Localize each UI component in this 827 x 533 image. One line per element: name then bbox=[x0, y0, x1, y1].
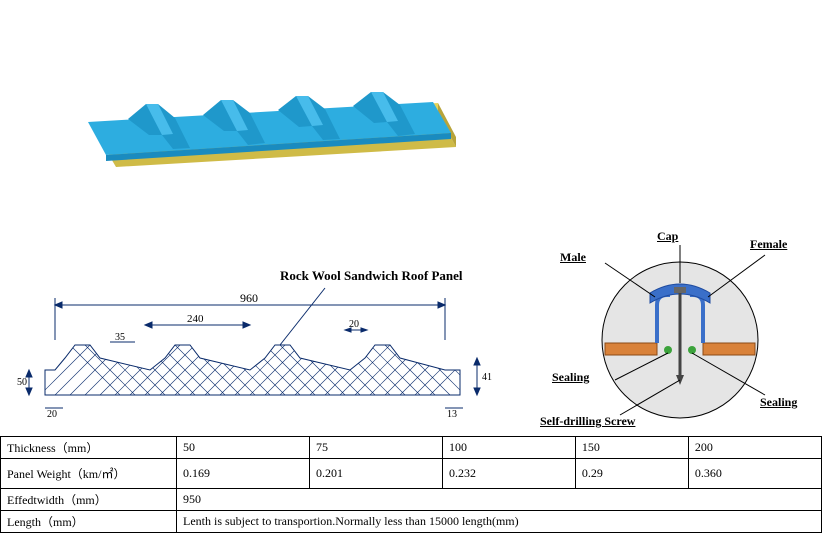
tech-cross-section: 960 240 20 35 50 41 20 13 bbox=[15, 280, 515, 420]
dim-thickness: 50 bbox=[17, 377, 27, 388]
dim-flange-r: 13 bbox=[447, 409, 457, 420]
panel-3d-svg bbox=[78, 55, 458, 175]
td: 150 bbox=[575, 437, 688, 459]
td-span: 950 bbox=[177, 489, 822, 511]
td: 0.169 bbox=[177, 459, 310, 489]
lbl-female: Female bbox=[750, 237, 787, 252]
lbl-male: Male bbox=[560, 250, 586, 265]
lbl-sealing1: Sealing bbox=[552, 370, 589, 385]
td: 0.201 bbox=[309, 459, 442, 489]
td: 50 bbox=[177, 437, 310, 459]
table-row: Thickness（mm） 50 75 100 150 200 bbox=[1, 437, 822, 459]
th-weight: Panel Weight（km/㎡） bbox=[1, 459, 177, 489]
td: 0.232 bbox=[442, 459, 575, 489]
panel-left bbox=[605, 343, 657, 355]
td: 75 bbox=[309, 437, 442, 459]
dim-flange-l: 20 bbox=[47, 409, 57, 420]
table-row: Effedtwidth（mm） 950 bbox=[1, 489, 822, 511]
sealing-right bbox=[688, 346, 696, 354]
td: 200 bbox=[688, 437, 821, 459]
dim-slope: 35 bbox=[115, 332, 125, 343]
dim-spacing: 240 bbox=[187, 313, 204, 325]
td: 100 bbox=[442, 437, 575, 459]
screw-head bbox=[674, 287, 686, 293]
tech-svg: 960 240 20 35 50 41 20 13 bbox=[15, 280, 515, 420]
th-thickness: Thickness（mm） bbox=[1, 437, 177, 459]
dim-overall: 960 bbox=[240, 291, 258, 305]
panel-3d-illustration bbox=[78, 55, 458, 175]
spec-table: Thickness（mm） 50 75 100 150 200 Panel We… bbox=[0, 436, 822, 533]
dim-height: 41 bbox=[482, 372, 492, 383]
table-row: Panel Weight（km/㎡） 0.169 0.201 0.232 0.2… bbox=[1, 459, 822, 489]
lbl-screw: Self-drilling Screw bbox=[540, 414, 635, 429]
td: 0.29 bbox=[575, 459, 688, 489]
lbl-cap: Cap bbox=[657, 229, 678, 244]
th-effwidth: Effedtwidth（mm） bbox=[1, 489, 177, 511]
td: 0.360 bbox=[688, 459, 821, 489]
dim-ribtop: 20 bbox=[349, 319, 359, 330]
tech-title: Rock Wool Sandwich Roof Panel bbox=[280, 268, 463, 284]
lbl-sealing2: Sealing bbox=[760, 395, 797, 410]
sealing-left bbox=[664, 346, 672, 354]
panel-right bbox=[703, 343, 755, 355]
